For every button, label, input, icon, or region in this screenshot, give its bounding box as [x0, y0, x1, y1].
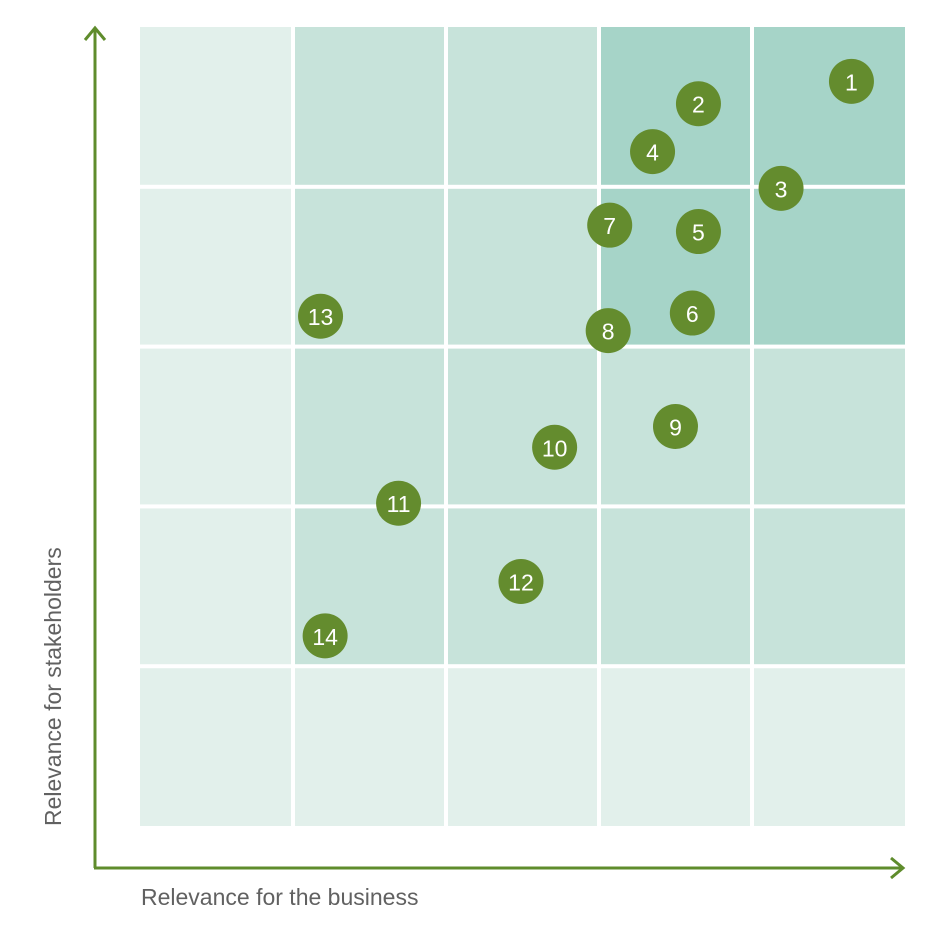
matrix-cell	[601, 508, 750, 665]
point-label: 4	[646, 140, 659, 166]
matrix-cell	[754, 668, 905, 826]
axes	[83, 25, 906, 880]
matrix-cell	[754, 188, 905, 345]
data-point-9: 9	[653, 404, 698, 449]
point-marker	[630, 129, 676, 175]
point-marker	[758, 165, 804, 211]
matrix-cell	[754, 27, 905, 185]
point-marker	[376, 480, 422, 526]
data-point-5: 5	[675, 209, 721, 255]
y-axis-arrow-icon	[83, 25, 107, 41]
matrix-cell	[448, 27, 597, 185]
point-marker	[585, 308, 631, 354]
y-axis-label: Relevance for stakeholders	[40, 547, 66, 826]
point-label: 5	[692, 220, 705, 246]
matrix-cell	[295, 668, 444, 826]
data-point-11: 11	[376, 480, 422, 526]
matrix-cell	[140, 348, 291, 505]
point-marker	[675, 209, 721, 255]
point-marker	[653, 404, 698, 449]
data-point-13: 13	[298, 293, 344, 339]
point-label: 6	[686, 301, 699, 327]
matrix-cell	[448, 348, 597, 505]
matrix-cell	[140, 27, 291, 185]
point-marker	[669, 290, 715, 336]
point-marker	[302, 613, 348, 659]
point-marker	[298, 293, 344, 339]
matrix-cell	[140, 508, 291, 665]
data-point-2: 2	[675, 81, 721, 127]
point-label: 1	[845, 69, 858, 95]
data-point-4: 4	[630, 129, 676, 175]
point-marker	[498, 559, 544, 605]
point-label: 8	[602, 319, 615, 345]
matrix-cell	[140, 668, 291, 826]
point-label: 12	[508, 570, 534, 596]
point-marker	[675, 81, 721, 127]
data-point-12: 12	[498, 559, 544, 605]
point-marker	[587, 202, 633, 248]
point-label: 14	[312, 624, 338, 650]
point-marker	[828, 58, 874, 104]
x-axis-arrow-icon	[890, 856, 906, 880]
point-label: 2	[692, 92, 705, 118]
point-label: 3	[775, 176, 788, 202]
data-point-14: 14	[302, 613, 348, 659]
matrix-cell	[448, 668, 597, 826]
matrix-cell	[448, 188, 597, 345]
data-point-6: 6	[669, 290, 715, 336]
point-label: 7	[603, 213, 616, 239]
matrix-cell	[140, 188, 291, 345]
data-point-1: 1	[828, 58, 874, 104]
point-label: 11	[387, 491, 411, 517]
matrix-cell	[754, 348, 905, 505]
data-point-7: 7	[587, 202, 633, 248]
data-point-10: 10	[532, 424, 578, 470]
matrix-cell	[601, 27, 750, 185]
point-label: 9	[669, 415, 682, 441]
point-label: 10	[542, 435, 568, 461]
matrix-cells	[140, 27, 905, 826]
data-point-8: 8	[585, 308, 631, 354]
matrix-cell	[295, 348, 444, 505]
point-marker	[532, 424, 578, 470]
matrix-cell	[295, 27, 444, 185]
point-label: 13	[308, 304, 334, 330]
x-axis-label: Relevance for the business	[141, 884, 418, 910]
data-point-3: 3	[758, 165, 804, 211]
matrix-cell	[601, 668, 750, 826]
matrix-cell	[754, 508, 905, 665]
